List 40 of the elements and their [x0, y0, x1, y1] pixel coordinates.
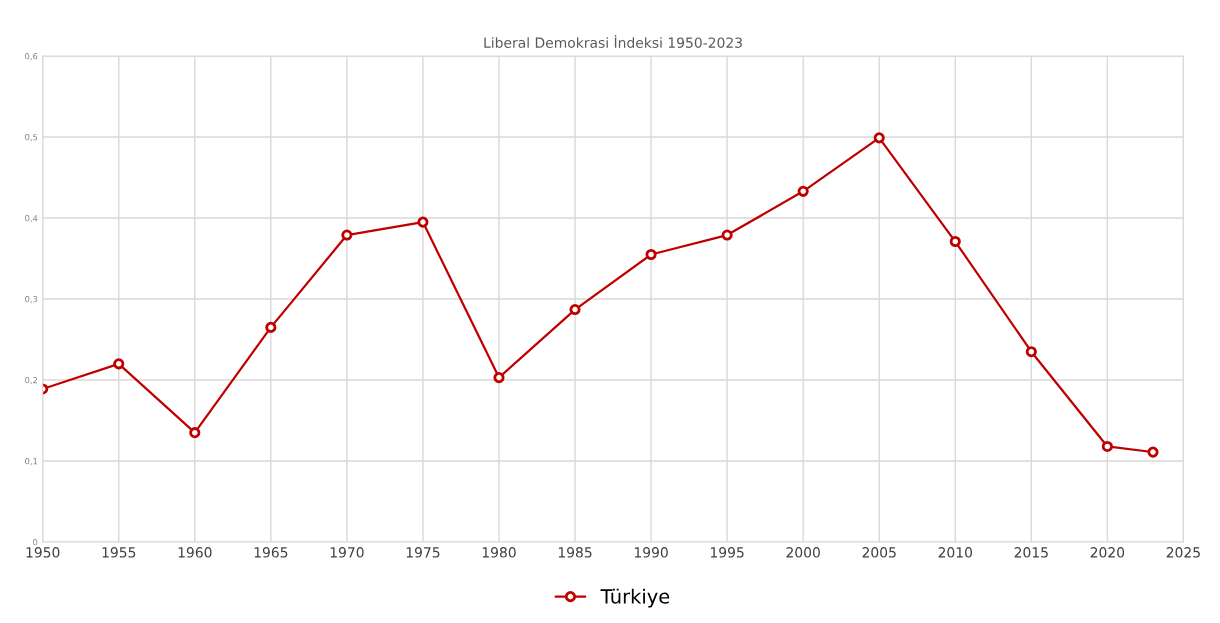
x-tick-label: 2020: [1090, 547, 1125, 558]
point: [1025, 346, 1037, 358]
chart-title: Liberal Demokrasi İndeksi 1950-2023: [484, 35, 742, 48]
x-tick-label: 1990: [634, 547, 668, 558]
x-tick-label: 1985: [558, 547, 592, 558]
x-tick-label: 1980: [482, 547, 516, 558]
point: [797, 185, 809, 197]
x-tick-label: 1970: [330, 547, 364, 558]
y-tick-label: 0,2: [25, 377, 37, 385]
point: [949, 235, 961, 248]
x-tick-label: 2025: [1166, 547, 1200, 558]
y-tick-label: 0,4: [25, 215, 38, 223]
x-tick-label: 2000: [786, 547, 820, 558]
legend-label: Türkiye: [600, 588, 670, 608]
point: [1147, 446, 1159, 458]
point: [189, 427, 201, 439]
point: [341, 229, 353, 241]
point: [645, 248, 657, 261]
point: [417, 216, 429, 228]
point: [569, 304, 581, 316]
x-tick-label: 2010: [938, 547, 973, 558]
point: [721, 229, 733, 241]
y-tick-label: 0,1: [25, 458, 38, 466]
x-tick-label: 1975: [406, 547, 440, 558]
y-tick-label: 0,3: [25, 296, 38, 304]
point: [265, 321, 277, 333]
x-tick-label: 1955: [102, 547, 136, 558]
y-tick-label: 0,5: [25, 134, 38, 142]
y-tick-label: 0,6: [25, 53, 38, 61]
point: [493, 372, 505, 384]
point: [873, 132, 885, 144]
x-tick-label: 2015: [1014, 547, 1048, 558]
x-tick-label: 2005: [862, 547, 896, 558]
x-tick-label: 1995: [710, 547, 744, 558]
point: [113, 358, 125, 370]
x-tick-label: 1960: [178, 547, 212, 558]
point: [1101, 440, 1113, 452]
x-tick-label: 1950: [26, 547, 60, 558]
x-tick-label: 1965: [254, 547, 288, 558]
y-tick-label: 0: [33, 538, 38, 546]
